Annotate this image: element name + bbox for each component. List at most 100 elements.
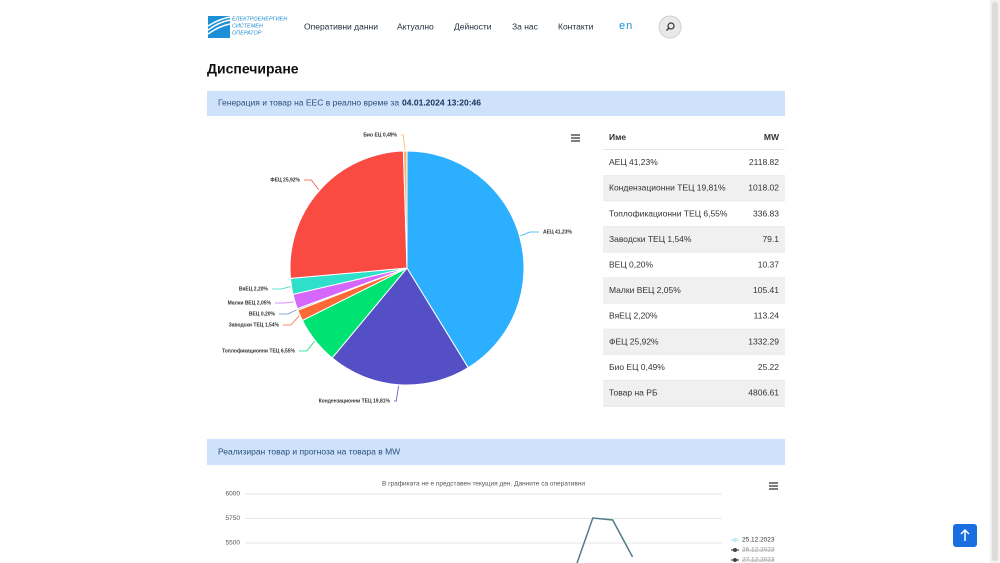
logo-text: ЕЛЕКТРОЕНЕРГИЕН xyxy=(232,16,287,22)
logo-stripes xyxy=(207,16,231,35)
table-cell: 113.24 xyxy=(754,311,780,321)
nav-link[interactable]: Актуално xyxy=(397,21,434,31)
scroll-thumb[interactable] xyxy=(992,2,998,561)
y-tick-label: 5750 xyxy=(226,515,241,522)
table-row xyxy=(603,303,785,330)
series-line xyxy=(576,517,634,563)
legend-symbol xyxy=(733,538,737,542)
pie-slice xyxy=(406,150,525,369)
table-cell: Малки ВЕЦ 2,05% xyxy=(609,285,681,295)
table-cell: Био ЕЦ 0,49% xyxy=(609,362,665,372)
nav-link[interactable]: Оперативни данни xyxy=(304,21,378,31)
table-row xyxy=(603,278,785,304)
label-connector xyxy=(304,179,320,190)
banner-text: Генерация и товар на ЕЕС в реално време … xyxy=(218,98,399,108)
banner xyxy=(207,439,785,465)
table-cell: АЕЦ 41,23% xyxy=(609,157,658,167)
table-row xyxy=(603,380,785,406)
label-connector xyxy=(394,385,399,402)
pie-label: ВЕЦ 0,20% xyxy=(249,311,276,317)
table-cell: Кондензационни ТЕЦ 19,81% xyxy=(609,183,726,193)
pie-label: АЕЦ 41,23% xyxy=(543,229,572,235)
chart-menu[interactable] xyxy=(571,134,580,142)
pie-label: ФЕЦ 25,92% xyxy=(270,177,300,183)
pie-slice xyxy=(331,267,469,386)
menu-icon xyxy=(571,134,580,142)
table-cell: 336.83 xyxy=(753,208,779,218)
label-connector xyxy=(520,231,539,237)
pie-label: ВяЕЦ 2,20% xyxy=(239,286,269,292)
chart-menu[interactable] xyxy=(769,482,778,490)
banner xyxy=(207,91,785,116)
logo-text: ОПЕРАТОР xyxy=(232,30,262,36)
table-header: Име xyxy=(609,132,626,142)
logo-text: СИСТЕМЕН xyxy=(232,23,263,29)
pie-label: Топлофикационни ТЕЦ 6,55% xyxy=(222,347,296,354)
menu-icon xyxy=(769,482,778,490)
table-cell: 105.41 xyxy=(753,285,779,295)
legend-symbol xyxy=(733,548,737,552)
table-row xyxy=(603,201,785,227)
legend-item[interactable]: 27.12.2023 xyxy=(731,557,775,563)
table-cell: ВЕЦ 0,20% xyxy=(609,259,654,269)
line-chart: 6000 5750 5500 25.12.2023 26.12.2023 27.12.20… xyxy=(226,491,775,563)
table-cell: 79.1 xyxy=(762,234,779,244)
legend-label: 27.12.2023 xyxy=(742,557,775,563)
table-cell: 10.37 xyxy=(758,259,780,269)
scroll-top-button[interactable] xyxy=(953,524,977,547)
logo[interactable]: ЕЛЕКТРОЕНЕРГИЕН СИСТЕМЕН ОПЕРАТОР xyxy=(207,16,287,38)
pie-slice xyxy=(289,150,408,279)
pie-label: Малки ВЕЦ 2,05% xyxy=(228,300,272,306)
y-tick-label: 5500 xyxy=(226,540,241,547)
banner-timestamp: 04.01.2024 13:20:46 xyxy=(402,98,481,108)
table-cell: Товар на РБ xyxy=(609,387,658,397)
label-connector xyxy=(279,309,297,315)
nav-link[interactable]: Контакти xyxy=(558,21,594,31)
banner-text: Реализиран товар и прогноза на товара в … xyxy=(218,446,400,456)
table-row xyxy=(603,175,785,202)
label-connector xyxy=(401,134,406,151)
table-cell: Заводски ТЕЦ 1,54% xyxy=(609,234,692,244)
lang-switch[interactable]: en xyxy=(619,20,633,32)
pie-slice xyxy=(402,150,408,269)
nav-link[interactable]: За нас xyxy=(512,21,539,31)
table-row xyxy=(603,329,785,355)
legend-label: 25.12.2023 xyxy=(742,537,775,544)
legend-symbol xyxy=(733,558,737,562)
search-icon xyxy=(666,27,670,31)
search-button[interactable] xyxy=(658,15,682,39)
table-row xyxy=(603,150,785,176)
table-cell: 1018.02 xyxy=(748,183,779,193)
banner-text: Генерация и товар на ЕЕС в реално време … xyxy=(218,98,481,108)
table-header: MW xyxy=(764,132,780,142)
arrow-icon xyxy=(960,528,970,541)
y-tick-label: 6000 xyxy=(226,491,241,498)
legend-item[interactable]: 26.12.2023 xyxy=(731,547,775,554)
legend-label: 26.12.2023 xyxy=(742,547,775,554)
label-connector xyxy=(283,315,300,326)
table-cell: 4806.61 xyxy=(748,387,779,397)
label-connector xyxy=(275,301,295,304)
table-row xyxy=(603,226,785,253)
chart-subtitle: В графиката не е представен текущия ден.… xyxy=(382,481,585,488)
search-icon xyxy=(667,22,675,30)
search-bg xyxy=(658,15,682,39)
nav-link[interactable]: Дейности xyxy=(454,21,492,31)
pie-label: Заводски ТЕЦ 1,54% xyxy=(229,322,280,328)
legend-item[interactable]: 25.12.2023 xyxy=(731,537,775,544)
table-row xyxy=(603,354,785,381)
label-connector xyxy=(272,286,291,290)
table-cell: 1332.29 xyxy=(748,336,779,346)
table-cell: 2118.82 xyxy=(749,157,779,167)
page-title: Диспечиране xyxy=(207,61,299,77)
table-cell: ФЕЦ 25,92% xyxy=(609,336,659,346)
pie-label: Кондензационни ТЕЦ 19,81% xyxy=(319,398,391,404)
label-connector xyxy=(299,341,315,352)
pie-label: Био ЕЦ 0,49% xyxy=(363,132,397,138)
table-row xyxy=(603,252,785,278)
table-cell: ВяЕЦ 2,20% xyxy=(609,311,658,321)
table-cell: 25.22 xyxy=(758,362,780,372)
table-cell: Топлофикационни ТЕЦ 6,55% xyxy=(609,208,728,218)
